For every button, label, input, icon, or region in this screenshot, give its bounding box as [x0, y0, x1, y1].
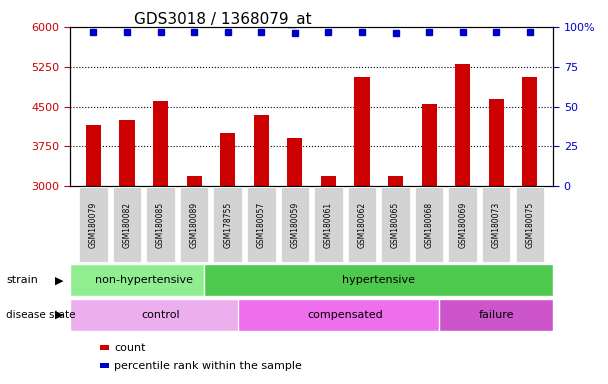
- Bar: [354, 77, 370, 186]
- Bar: [314, 187, 343, 262]
- Text: GSM180073: GSM180073: [492, 202, 501, 248]
- Bar: [187, 175, 202, 186]
- Text: GSM180068: GSM180068: [424, 202, 434, 248]
- Text: non-hypertensive: non-hypertensive: [95, 275, 193, 285]
- Text: GSM180075: GSM180075: [525, 202, 534, 248]
- Bar: [448, 187, 477, 262]
- Text: strain: strain: [6, 275, 38, 285]
- Bar: [238, 299, 452, 331]
- Bar: [287, 139, 302, 186]
- Text: GDS3018 / 1368079_at: GDS3018 / 1368079_at: [134, 12, 311, 28]
- Text: GSM180082: GSM180082: [122, 202, 131, 248]
- Bar: [254, 114, 269, 186]
- Bar: [119, 120, 134, 186]
- Text: GSM180069: GSM180069: [458, 202, 467, 248]
- Text: percentile rank within the sample: percentile rank within the sample: [114, 361, 302, 371]
- Bar: [204, 265, 553, 296]
- Text: failure: failure: [478, 310, 514, 320]
- Bar: [280, 187, 309, 262]
- Bar: [415, 187, 443, 262]
- Bar: [70, 299, 251, 331]
- Bar: [147, 187, 175, 262]
- Text: GSM178755: GSM178755: [223, 202, 232, 248]
- Bar: [388, 175, 403, 186]
- Bar: [489, 99, 504, 186]
- Bar: [213, 187, 242, 262]
- Bar: [70, 265, 218, 296]
- Bar: [180, 187, 209, 262]
- Text: GSM180079: GSM180079: [89, 202, 98, 248]
- Text: count: count: [114, 343, 146, 353]
- Text: GSM180061: GSM180061: [324, 202, 333, 248]
- Text: GSM180065: GSM180065: [391, 202, 400, 248]
- Text: compensated: compensated: [307, 310, 383, 320]
- Bar: [247, 187, 275, 262]
- Bar: [112, 187, 141, 262]
- Bar: [86, 125, 101, 186]
- Text: hypertensive: hypertensive: [342, 275, 415, 285]
- Bar: [348, 187, 376, 262]
- Text: ▶: ▶: [55, 275, 63, 285]
- Bar: [439, 299, 553, 331]
- Text: GSM180062: GSM180062: [358, 202, 367, 248]
- Text: GSM180085: GSM180085: [156, 202, 165, 248]
- Text: ▶: ▶: [55, 310, 63, 320]
- Text: control: control: [141, 310, 180, 320]
- Bar: [482, 187, 511, 262]
- Bar: [220, 133, 235, 186]
- Text: disease state: disease state: [6, 310, 75, 320]
- Text: GSM180057: GSM180057: [257, 202, 266, 248]
- Bar: [421, 104, 437, 186]
- Bar: [522, 77, 537, 186]
- Bar: [455, 64, 470, 186]
- Bar: [153, 101, 168, 186]
- Bar: [381, 187, 410, 262]
- Bar: [516, 187, 544, 262]
- Text: GSM180059: GSM180059: [290, 202, 299, 248]
- Text: GSM180089: GSM180089: [190, 202, 199, 248]
- Bar: [321, 175, 336, 186]
- Bar: [79, 187, 108, 262]
